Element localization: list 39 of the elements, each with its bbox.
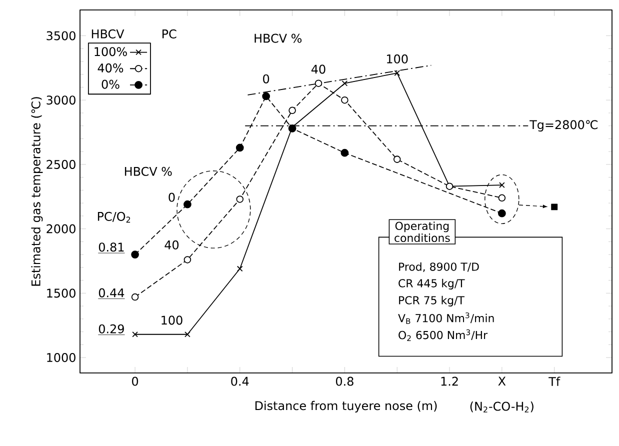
y-tick-label: 3000 (46, 96, 76, 105)
annotation: 0.81 (98, 242, 124, 252)
legend-label: 100% (94, 47, 127, 56)
y-tick-label: 3500 (46, 31, 76, 40)
annotation: PC (162, 29, 176, 38)
y-tick-label: 1000 (47, 353, 76, 362)
x-tick-label: 0.8 (336, 376, 354, 386)
x-axis-title: Distance from tuyere nose (m) (255, 400, 437, 412)
annotation: 100 (162, 316, 182, 325)
y-tick-label: 2500 (46, 160, 76, 169)
y-tick-label: 2000 (46, 224, 76, 234)
annotation: 0.29 (98, 324, 124, 334)
text: (N$_{2}$-CO-H$_{2}$) (470, 402, 534, 412)
annotation: HBCV % (254, 34, 302, 43)
annotation: O$_{2}$ 6500 Nm$^{3}$/Hr (398, 329, 488, 341)
annotation: 40 (164, 240, 179, 250)
x-tick-label: 0 (132, 376, 138, 386)
ref-line-label: Tg=2800℃ (530, 120, 598, 132)
annotation: CR 445 kg/T (398, 278, 465, 290)
x-tick-label: X (498, 376, 506, 386)
annotation: V$_{B}$ 7100 Nm$^{3}$/min (398, 312, 494, 324)
y-axis-title: Estimated gas temperature (℃) (31, 97, 43, 286)
annotation: 100 (387, 54, 408, 64)
annotation: HBCV % (124, 166, 172, 176)
x-tick-label: 1.2 (441, 376, 458, 386)
x-tick-label: 0.4 (231, 376, 249, 386)
annotation: PC/O$_{2}$ (98, 212, 130, 223)
annotation: Operating conditions (394, 222, 450, 242)
y-tick-label: 1500 (47, 288, 76, 298)
annotation: 0 (263, 74, 270, 84)
annotation: Prod, 8900 T/D (399, 262, 479, 272)
x-tick-label: Tf (548, 376, 560, 386)
annotation: 0 (168, 192, 175, 202)
legend-title: HBCV (92, 29, 124, 38)
annotation: 40 (311, 64, 326, 74)
annotation: PCR 75 kg/T (399, 296, 464, 306)
annotation: 0.44 (98, 288, 124, 298)
legend-label: 0% (102, 80, 120, 89)
legend-label: 40% (98, 63, 124, 72)
